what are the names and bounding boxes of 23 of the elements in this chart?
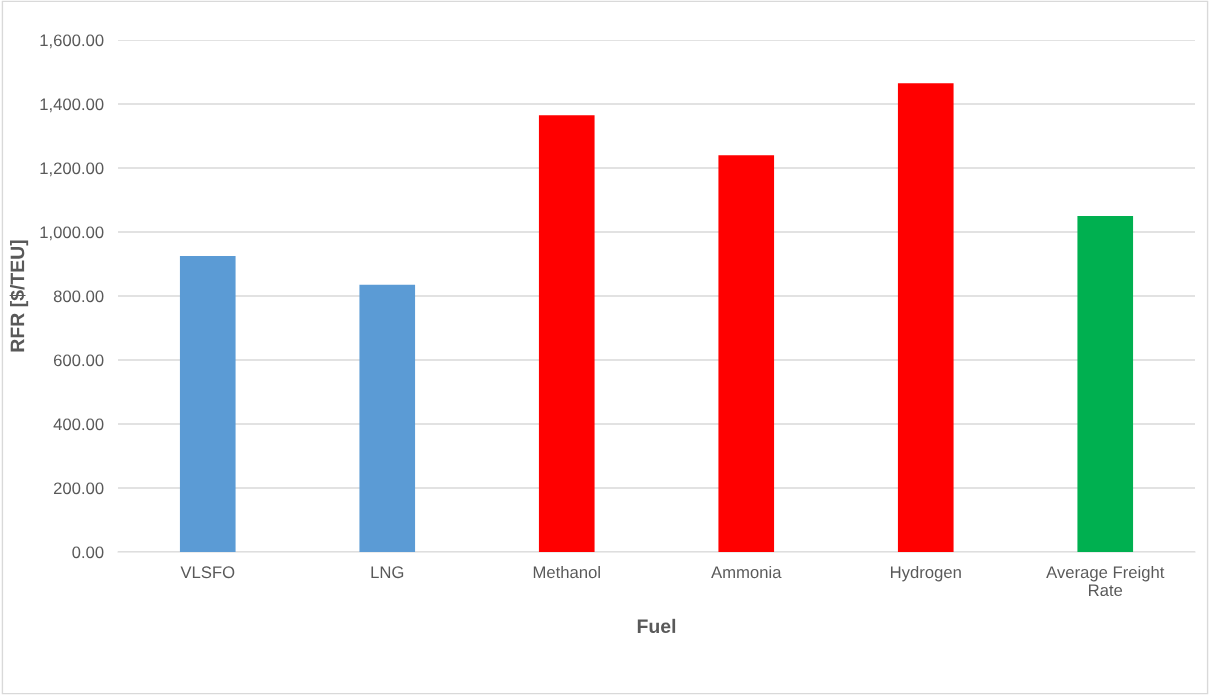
y-tick-label: 1,200.00 — [40, 162, 104, 177]
x-tick-label: Methanol — [533, 565, 600, 579]
y-tick-label: 1,600.00 — [40, 34, 104, 49]
y-tick-label: 800.00 — [53, 290, 104, 303]
y-tick-label: 1,400.00 — [40, 98, 104, 113]
x-tick-label: LNG — [371, 566, 404, 579]
y-tick-label: 600.00 — [53, 354, 104, 367]
x-tick-label: Average Freight Rate — [1046, 565, 1165, 597]
x-tick-label: VLSFO — [180, 566, 235, 579]
x-axis-title: Fuel — [637, 618, 676, 634]
y-tick-label: 0.00 — [72, 546, 104, 559]
y-tick-label: 200.00 — [53, 482, 104, 495]
y-tick-label: 400.00 — [53, 418, 104, 431]
bar — [359, 284, 416, 552]
y-tick-label: 1,000.00 — [40, 226, 104, 241]
bar — [179, 256, 236, 552]
bar — [718, 155, 775, 552]
x-tick-label: Ammonia — [711, 565, 782, 579]
bar — [897, 83, 954, 552]
y-axis-title: RFR [$/TEU] — [9, 240, 29, 352]
x-tick-label: Hydrogen — [890, 565, 961, 582]
bar — [1077, 216, 1134, 552]
bar — [538, 115, 595, 552]
